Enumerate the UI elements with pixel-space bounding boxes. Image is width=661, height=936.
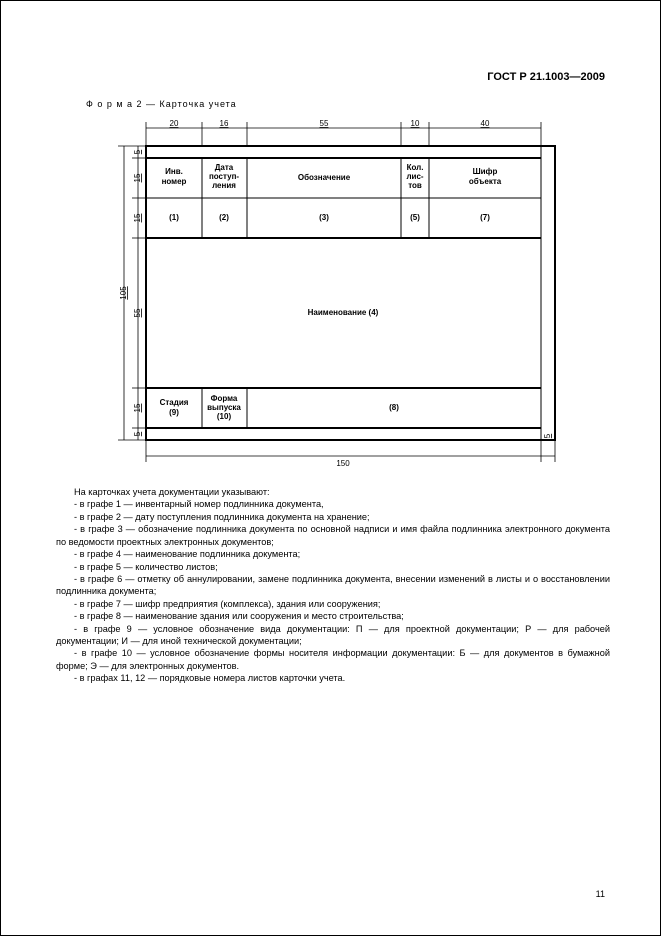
- desc-intro: На карточках учета документации указываю…: [56, 486, 610, 498]
- svg-text:Инв.номер: Инв.номер: [162, 167, 187, 186]
- dim-row-4: 15: [133, 403, 142, 412]
- dim-row-2: 15: [133, 213, 142, 222]
- dim-col-2: 16: [220, 119, 229, 128]
- svg-text:Стадия(9): Стадия(9): [160, 398, 189, 417]
- desc-line: - в графе 1 — инвентарный номер подлинни…: [56, 498, 610, 510]
- cell-n1: (1): [169, 213, 179, 222]
- svg-text:Кол.лис-тов: Кол.лис-тов: [406, 163, 423, 190]
- page-number: 11: [596, 889, 605, 899]
- standard-code: ГОСТ Р 21.1003—2009: [487, 71, 605, 83]
- desc-line: - в графе 5 — количество листов;: [56, 561, 610, 573]
- dim-col-4: 10: [411, 119, 420, 128]
- cell-obozn: Обозначение: [298, 173, 351, 182]
- dim-total-h: 105: [119, 286, 128, 300]
- page: ГОСТ Р 21.1003—2009 Ф о р м а 2 — Карточ…: [0, 0, 661, 936]
- desc-line: - в графе 4 — наименование подлинника до…: [56, 548, 610, 560]
- dim-row-3: 55: [133, 308, 142, 317]
- form-diagram: 20 16 55 10 40: [96, 116, 596, 466]
- dim-right-margin: 5: [543, 433, 552, 438]
- desc-line: - в графе 10 — условное обозначение форм…: [56, 647, 610, 672]
- dim-row-5: 5: [133, 431, 142, 436]
- cell-n7: (7): [480, 213, 490, 222]
- svg-text:Формавыпуска(10): Формавыпуска(10): [207, 394, 241, 421]
- cell-n2: (2): [219, 213, 229, 222]
- dim-row-0: 5: [133, 149, 142, 154]
- desc-line: - в графе 3 — обозначение подлинника док…: [56, 523, 610, 548]
- desc-line: - в графе 6 — отметку об аннулировании, …: [56, 573, 610, 598]
- cell-n3: (3): [319, 213, 329, 222]
- cell-n5: (5): [410, 213, 420, 222]
- dim-col-1: 20: [170, 119, 179, 128]
- form-title: Ф о р м а 2 — Карточка учета: [86, 99, 237, 109]
- desc-line: - в графе 2 — дату поступления подлинник…: [56, 511, 610, 523]
- dim-col-3: 55: [320, 119, 329, 128]
- svg-text:Шифробъекта: Шифробъекта: [469, 167, 502, 186]
- description-block: На карточках учета документации указываю…: [56, 486, 610, 685]
- desc-line: - в графе 9 — условное обозначение вида …: [56, 623, 610, 648]
- dim-row-1: 15: [133, 173, 142, 182]
- desc-line: - в графе 7 — шифр предприятия (комплекс…: [56, 598, 610, 610]
- svg-text:Датапоступ-ления: Датапоступ-ления: [209, 163, 239, 190]
- dim-width: 150: [336, 459, 350, 466]
- desc-line: - в графах 11, 12 — порядковые номера ли…: [56, 672, 610, 684]
- dim-col-5: 40: [481, 119, 490, 128]
- cell-naimen: Наименование (4): [308, 308, 379, 317]
- cell-n8: (8): [389, 403, 399, 412]
- desc-line: - в графе 8 — наименование здания или со…: [56, 610, 610, 622]
